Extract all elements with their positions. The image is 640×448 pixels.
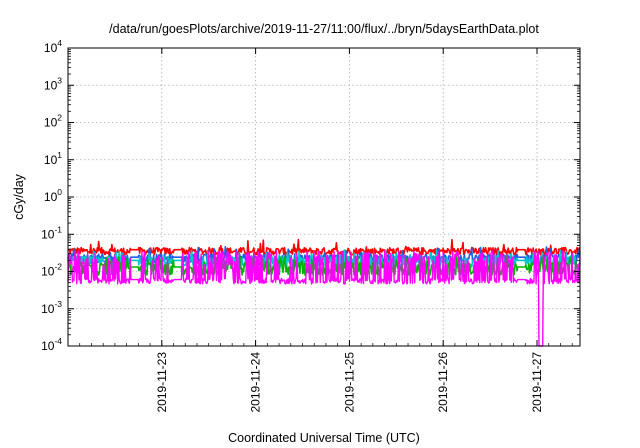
x-axis: 2019-11-23 2019-11-24 2019-11-25 2019-11-26… — [67, 48, 573, 413]
x-tick-label: 2019-11-24 — [249, 352, 263, 413]
y-axis-label: cGy/day — [12, 173, 26, 220]
series-group — [67, 238, 581, 347]
y-axis: 10-4 10-3 10-2 10-1 100 101 102 103 104 — [41, 38, 580, 353]
y-tick-label: 100 — [44, 187, 62, 204]
x-tick-label: 2019-11-27 — [530, 352, 544, 413]
y-tick-label: 104 — [44, 38, 62, 55]
y-tick-label: 103 — [44, 75, 62, 92]
x-tick-label: 2019-11-23 — [155, 352, 169, 413]
chart-title: /data/run/goesPlots/archive/2019-11-27/1… — [109, 22, 539, 36]
y-tick-label: 10-2 — [41, 262, 62, 279]
y-tick-label: 10-1 — [41, 224, 62, 241]
grid — [68, 48, 580, 346]
x-axis-label: Coordinated Universal Time (UTC) — [228, 431, 420, 445]
y-tick-label: 10-3 — [41, 299, 62, 316]
data-series-line — [67, 250, 581, 347]
x-tick-label: 2019-11-25 — [342, 352, 356, 413]
y-tick-label: 10-4 — [41, 336, 62, 353]
y-tick-label: 102 — [44, 113, 62, 130]
x-tick-label: 2019-11-26 — [436, 352, 450, 413]
y-tick-label: 101 — [44, 150, 62, 167]
data-series-line — [67, 238, 581, 256]
